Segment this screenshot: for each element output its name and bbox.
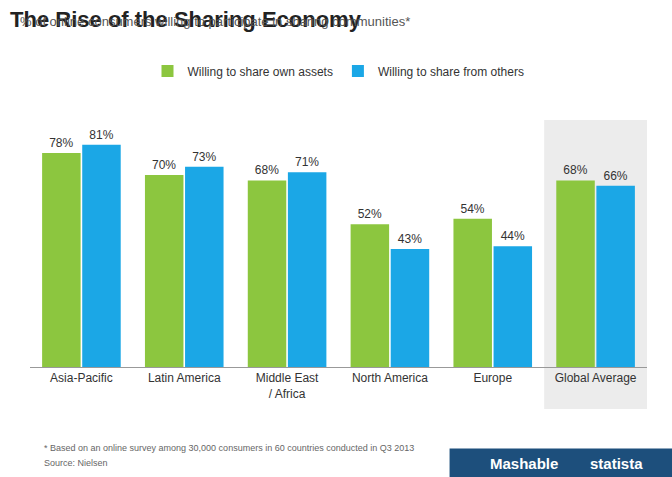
svg-text:70%: 70% xyxy=(152,158,176,172)
svg-text:54%: 54% xyxy=(461,202,485,216)
svg-text:52%: 52% xyxy=(358,207,382,221)
svg-text:66%: 66% xyxy=(603,169,627,183)
svg-text:Source: Nielsen: Source: Nielsen xyxy=(44,458,108,468)
svg-text:Willing to share own assets: Willing to share own assets xyxy=(188,65,333,79)
svg-text:73%: 73% xyxy=(192,150,216,164)
svg-text:statista: statista xyxy=(590,455,643,472)
svg-text:Willing to share from others: Willing to share from others xyxy=(378,65,524,79)
svg-text:North America: North America xyxy=(352,371,428,385)
svg-text:44%: 44% xyxy=(501,229,525,243)
svg-text:71%: 71% xyxy=(295,155,319,169)
svg-text:43%: 43% xyxy=(398,232,422,246)
svg-text:68%: 68% xyxy=(255,163,279,177)
svg-text:81%: 81% xyxy=(89,128,113,142)
svg-text:% of online consumers willing: % of online consumers willing to partici… xyxy=(20,14,410,29)
svg-text:* Based on an online survey am: * Based on an online survey among 30,000… xyxy=(44,443,414,453)
svg-text:Europe: Europe xyxy=(473,371,512,385)
svg-text:The Rise of the Sharing Econom: The Rise of the Sharing Economy xyxy=(10,7,362,32)
svg-text:78%: 78% xyxy=(49,136,73,150)
svg-text:Asia-Pacific: Asia-Pacific xyxy=(50,371,113,385)
svg-text:Middle East/ Africa: Middle East/ Africa xyxy=(256,371,319,401)
svg-text:68%: 68% xyxy=(563,163,587,177)
svg-text:Mashable: Mashable xyxy=(490,455,558,472)
svg-text:Global Average: Global Average xyxy=(555,371,637,385)
svg-text:Latin America: Latin America xyxy=(148,371,221,385)
